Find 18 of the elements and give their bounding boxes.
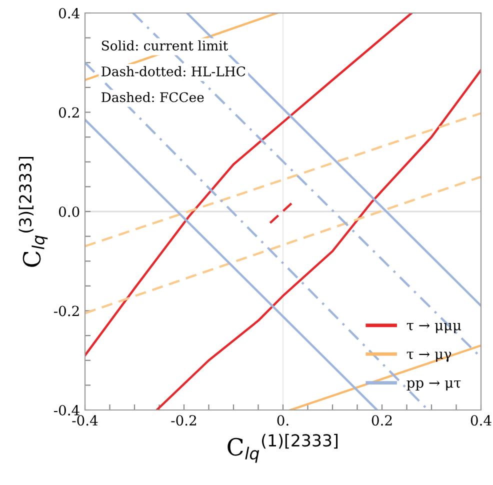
x-tick-label: 0.4 <box>470 415 492 426</box>
y-axis-title: C$_{lq}$$^{(3)[2333]}$ <box>18 156 48 267</box>
x-tick-label: 0.2 <box>372 415 392 426</box>
y-tick-label: 0.2 <box>58 107 79 118</box>
x-tick-label: -0.2 <box>171 415 196 426</box>
x-axis-title: C$_{lq}$$^{(1)[2333]}$ <box>228 434 338 463</box>
y-tick-label: -0.2 <box>54 306 79 316</box>
y-tick-label: 0.4 <box>58 8 80 18</box>
annotation: Dash-dotted: HL-LHC <box>102 66 246 76</box>
y-tick-label: 0.0 <box>58 206 80 217</box>
legend-label: pp → μτ <box>406 380 461 391</box>
x-tick-label: 0. <box>277 415 288 426</box>
annotation: Dashed: FCCee <box>102 92 204 102</box>
x-tick-label: -0.4 <box>72 415 98 426</box>
annotation: Solid: current limit <box>102 40 228 51</box>
y-tick-label: -0.4 <box>54 404 80 416</box>
legend-label: τ → μμμ <box>406 322 462 334</box>
line-series <box>85 13 413 357</box>
